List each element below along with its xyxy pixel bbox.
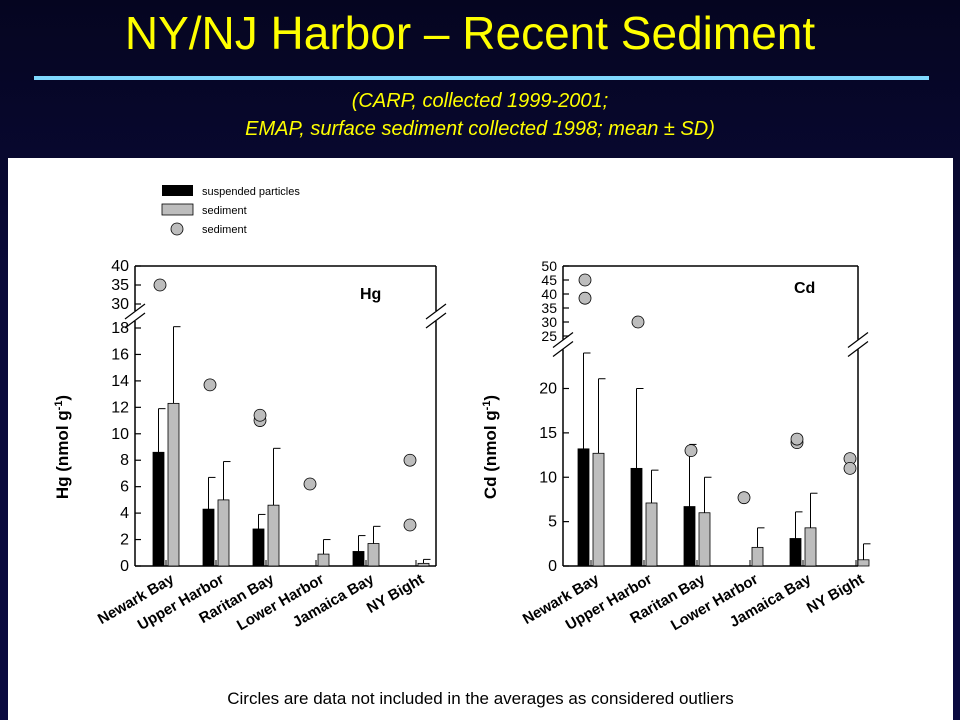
outlier-point — [253, 408, 267, 422]
bar-sediment — [267, 504, 280, 567]
y-tick-label: 20 — [539, 381, 557, 398]
bar-sediment — [417, 562, 430, 567]
bar-sediment — [698, 512, 711, 567]
axis-break-mark — [847, 332, 869, 348]
bar-sediment — [217, 499, 230, 567]
y-tick-label: 4 — [120, 505, 129, 522]
legend-circle-marker — [170, 222, 184, 236]
bar-sediment — [857, 559, 870, 567]
bar-suspended — [252, 528, 265, 567]
chart-svg: suspended particles sediment sediment 0 2… — [53, 185, 871, 634]
y-tick-label: 40 — [111, 258, 129, 275]
y-tick-label: 18 — [111, 320, 129, 337]
outlier-point — [578, 273, 592, 287]
outlier-point — [684, 444, 698, 458]
outlier-point — [303, 477, 317, 491]
outlier-point — [631, 315, 645, 329]
y-tick-label: 14 — [111, 373, 129, 390]
y-tick-label: 12 — [111, 399, 129, 416]
title-rule — [34, 76, 929, 80]
bar-suspended — [630, 467, 643, 567]
bar-sediment — [645, 502, 658, 567]
slide-title: NY/NJ Harbor – Recent Sediment — [124, 7, 816, 59]
outlier-point — [403, 518, 417, 532]
panel-label: Cd — [794, 280, 815, 297]
outlier-point — [403, 453, 417, 467]
chart-panel: suspended particles sediment sediment 0 2… — [8, 158, 953, 720]
legend: suspended particles sediment sediment — [161, 185, 300, 236]
subtitle-line-1: (CARP, collected 1999-2001; — [351, 90, 609, 112]
y-axis-label: Cd (nmol g-1) — [481, 395, 500, 499]
legend-gray-swatch — [161, 203, 194, 216]
legend-black-swatch — [162, 185, 193, 196]
axis-break-mark — [425, 312, 447, 329]
bar-sediment — [167, 402, 180, 567]
axis-break-mark — [124, 303, 146, 320]
x-category-label: NY Bight — [804, 571, 867, 617]
bar-suspended — [152, 451, 165, 567]
y-tick-label: 0 — [548, 558, 557, 575]
y-tick-label: 50 — [541, 258, 557, 274]
axis-break-mark — [124, 312, 146, 329]
y-axis-label: Hg (nmol g-1) — [53, 395, 72, 499]
bar-suspended — [202, 508, 215, 567]
y-tick-label: 0 — [120, 558, 129, 575]
y-tick-label: 35 — [541, 300, 557, 316]
x-category-label: NY Bight — [364, 571, 427, 617]
outlier-point — [737, 491, 751, 505]
y-tick-label: 15 — [539, 425, 557, 442]
y-tick-label: 2 — [120, 532, 129, 549]
bar-sediment — [367, 543, 380, 567]
outlier-point — [790, 432, 804, 446]
bar-suspended — [352, 551, 365, 567]
axis-break-mark — [847, 341, 869, 357]
footnote: Circles are data not included in the ave… — [227, 689, 734, 708]
bar-sediment — [592, 452, 605, 567]
y-tick-label: 10 — [539, 469, 557, 486]
y-tick-label: 25 — [541, 328, 557, 344]
legend-label-suspended: suspended particles — [202, 186, 300, 198]
y-tick-label: 30 — [541, 314, 557, 330]
bar-suspended — [683, 506, 696, 567]
y-tick-label: 30 — [111, 296, 129, 313]
bar-sediment — [317, 553, 330, 567]
y-tick-label: 40 — [541, 286, 557, 302]
legend-label-sediment: sediment — [202, 205, 247, 217]
outlier-point — [153, 278, 167, 292]
outlier-point — [843, 461, 857, 475]
bar-sediment — [751, 546, 764, 567]
y-tick-label: 8 — [120, 452, 129, 469]
bar-suspended — [789, 538, 802, 567]
axis-break-mark — [552, 341, 574, 357]
y-tick-label: 45 — [541, 272, 557, 288]
y-tick-label: 35 — [111, 277, 129, 294]
axis-break-mark — [552, 332, 574, 348]
subtitle-line-2: EMAP, surface sediment collected 1998; m… — [245, 118, 715, 140]
axis-break-mark — [425, 303, 447, 320]
panel-label: Hg — [360, 286, 381, 303]
bar-sediment — [804, 527, 817, 567]
y-tick-label: 10 — [111, 426, 129, 443]
legend-label-sediment-circle: sediment — [202, 224, 247, 236]
y-tick-label: 5 — [548, 514, 557, 531]
y-tick-label: 6 — [120, 479, 129, 496]
y-tick-label: 16 — [111, 346, 129, 363]
outlier-point — [203, 378, 217, 392]
bar-suspended — [577, 448, 590, 567]
outlier-point — [578, 291, 592, 305]
